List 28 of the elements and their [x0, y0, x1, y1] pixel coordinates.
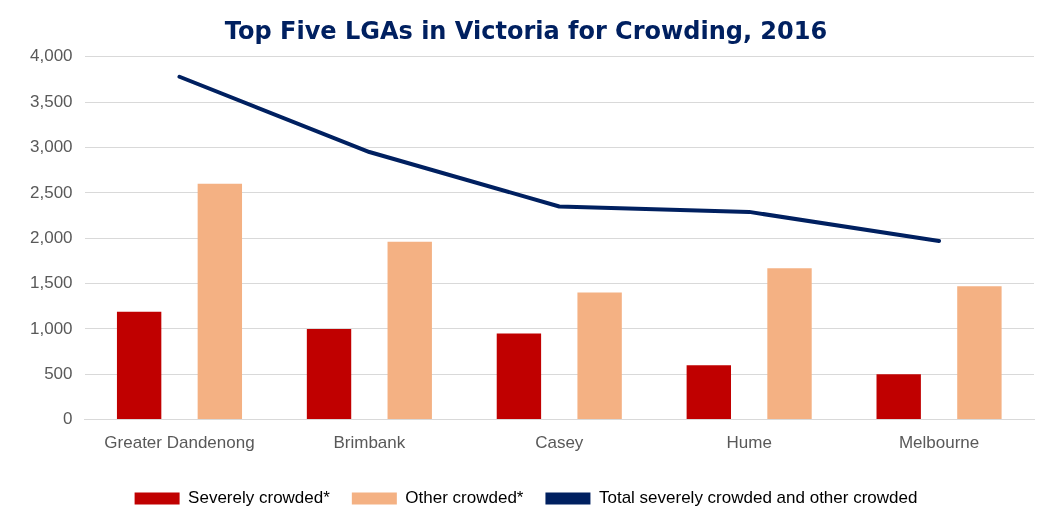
- bar: [116, 311, 162, 420]
- bar: [686, 365, 731, 420]
- y-tick-label: 500: [44, 363, 73, 383]
- x-tick-label: Brimbank: [333, 433, 406, 453]
- x-tick-label: Greater Dandenong: [104, 433, 255, 453]
- x-tick-label: Melbourne: [898, 433, 980, 453]
- bar: [496, 333, 542, 420]
- legend-label: Severely crowded*: [188, 488, 331, 508]
- y-tick-label: 2,500: [29, 182, 73, 202]
- bar: [387, 241, 432, 420]
- bar: [197, 183, 243, 420]
- bar: [957, 286, 1002, 420]
- bar: [306, 328, 352, 420]
- y-tick-label: 3,500: [29, 91, 73, 111]
- bar: [876, 374, 921, 420]
- y-tick-label: 4,000: [29, 46, 73, 66]
- legend-label: Total severely crowded and other crowded: [598, 488, 918, 508]
- bar: [577, 292, 622, 420]
- y-tick-label: 1,500: [29, 273, 73, 293]
- x-tick-label: Hume: [726, 433, 772, 453]
- y-tick-label: 1,000: [29, 318, 73, 338]
- y-tick-label: 0: [63, 409, 73, 429]
- bar: [767, 268, 812, 420]
- x-tick-label: Casey: [535, 433, 584, 453]
- legend-label: Other crowded*: [405, 488, 524, 508]
- chart-title: Top Five LGAs in Victoria for Crowding, 2016: [224, 16, 828, 45]
- y-tick-label: 2,000: [29, 227, 73, 247]
- y-tick-label: 3,000: [29, 137, 73, 157]
